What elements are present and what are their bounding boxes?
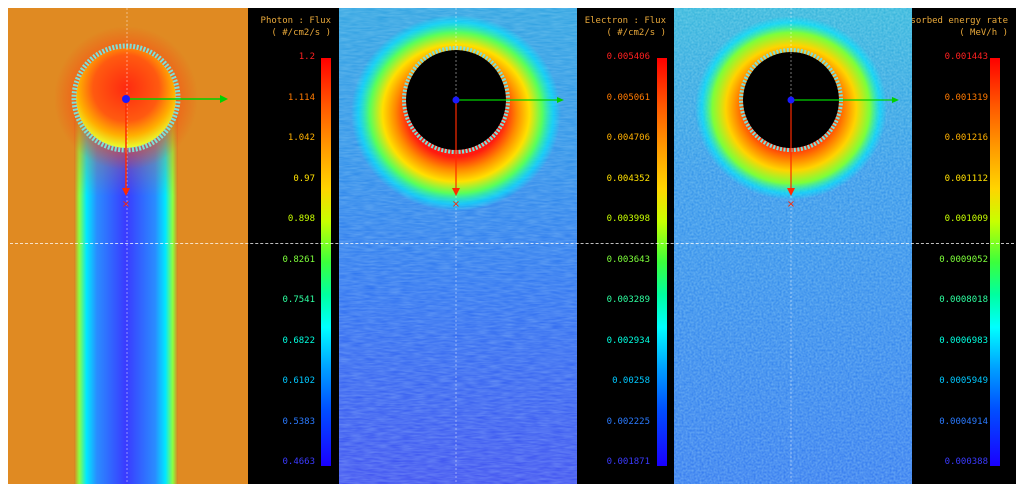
electron-legend-unit: ( #/cm2/s ): [606, 28, 666, 38]
electron-legend-title: Electron : Flux: [584, 16, 666, 26]
colorbar-tick-label: 0.97: [293, 173, 315, 184]
electron-y-arrowhead: [452, 188, 460, 196]
colorbar-tick-label: 0.0005949: [939, 376, 988, 386]
total-legend-title: Total : Total absorbed energy rate: [912, 16, 1008, 26]
colorbar-tick-label: 0.001871: [606, 457, 650, 467]
colorbar-tick-label: 1.042: [287, 133, 315, 143]
colorbar-tick-label: 1.114: [287, 92, 315, 103]
colorbar-tick-label: 0.001009: [944, 214, 988, 224]
colorbar-tick-label: 0.4663: [282, 457, 315, 467]
colorbar-tick-label: 0.0009052: [939, 254, 988, 265]
colorbar-tick-label: 0.003289: [606, 295, 650, 305]
colorbar-tick-label: 0.005061: [606, 92, 650, 103]
total-target-marker: ×: [787, 199, 795, 210]
colorbar-tick-label: 1.2: [298, 52, 315, 62]
electron-target-marker: ×: [452, 199, 460, 210]
colorbar-tick-label: 0.001216: [944, 133, 988, 143]
colorbar-tick-label: 0.002225: [606, 416, 650, 427]
colorbar-tick-label: 0.001443: [944, 52, 988, 62]
colorbar-tick-label: 0.5383: [282, 416, 315, 427]
total-x-arrowhead: [892, 97, 899, 103]
total-colorbar: [990, 58, 1000, 466]
total-y-arrowhead: [787, 188, 795, 196]
photon-origin-dot: [122, 95, 130, 103]
colorbar-tick-label: 0.000388: [944, 457, 988, 467]
colorbar-tick-label: 0.6822: [282, 335, 315, 346]
electron-legend: Electron : Flux ( #/cm2/s ) 0.005406 0.00…: [577, 8, 674, 484]
total-energy-map: ×: [674, 8, 912, 484]
total-energy-svg: ×: [674, 8, 912, 484]
colorbar-tick-label: 0.004352: [606, 173, 650, 184]
colorbar-tick-label: 0.7541: [282, 295, 315, 305]
colorbar-tick-label: 0.003998: [606, 214, 650, 224]
colorbar-tick-label: 0.004706: [606, 133, 650, 143]
electron-flux-svg: ×: [339, 8, 577, 484]
total-legend-unit: ( MeV/h ): [959, 28, 1008, 38]
photon-flux-svg: ×: [8, 8, 248, 484]
colorbar-tick-label: 0.002934: [606, 335, 650, 346]
colorbar-tick-label: 0.0006983: [939, 335, 988, 346]
colorbar-tick-label: 0.001112: [944, 173, 988, 184]
electron-x-arrowhead: [557, 97, 564, 103]
photon-y-arrowhead: [122, 188, 130, 196]
total-origin-dot: [787, 96, 795, 104]
colorbar-tick-label: 0.00258: [612, 376, 650, 386]
electron-origin-dot: [452, 96, 460, 104]
colorbar-tick-label: 0.0008018: [939, 295, 988, 305]
colorbar-tick-label: 0.0004914: [939, 416, 988, 427]
photon-legend-title: Photon : Flux: [260, 16, 331, 26]
colorbar-tick-label: 0.005406: [606, 52, 650, 62]
photon-legend: Photon : Flux ( #/cm2/s ) 1.2 1.114 1.042 0…: [248, 8, 339, 484]
total-legend: Total : Total absorbed energy rate ( MeV…: [912, 8, 1016, 484]
colorbar-tick-label: 0.003643: [606, 254, 650, 265]
photon-legend-unit: ( #/cm2/s ): [271, 28, 331, 38]
photon-x-arrowhead: [220, 95, 228, 103]
colorbar-tick-label: 0.8261: [282, 254, 315, 265]
colorbar-tick-label: 0.898: [287, 214, 315, 224]
photon-colorbar: [321, 58, 331, 466]
colorbar-tick-label: 0.001319: [944, 92, 988, 103]
electron-colorbar: [657, 58, 667, 466]
electron-flux-map: ×: [339, 8, 577, 484]
colorbar-tick-label: 0.6102: [282, 376, 315, 386]
photon-target-marker: ×: [122, 199, 130, 210]
photon-flux-map: ×: [8, 8, 248, 484]
